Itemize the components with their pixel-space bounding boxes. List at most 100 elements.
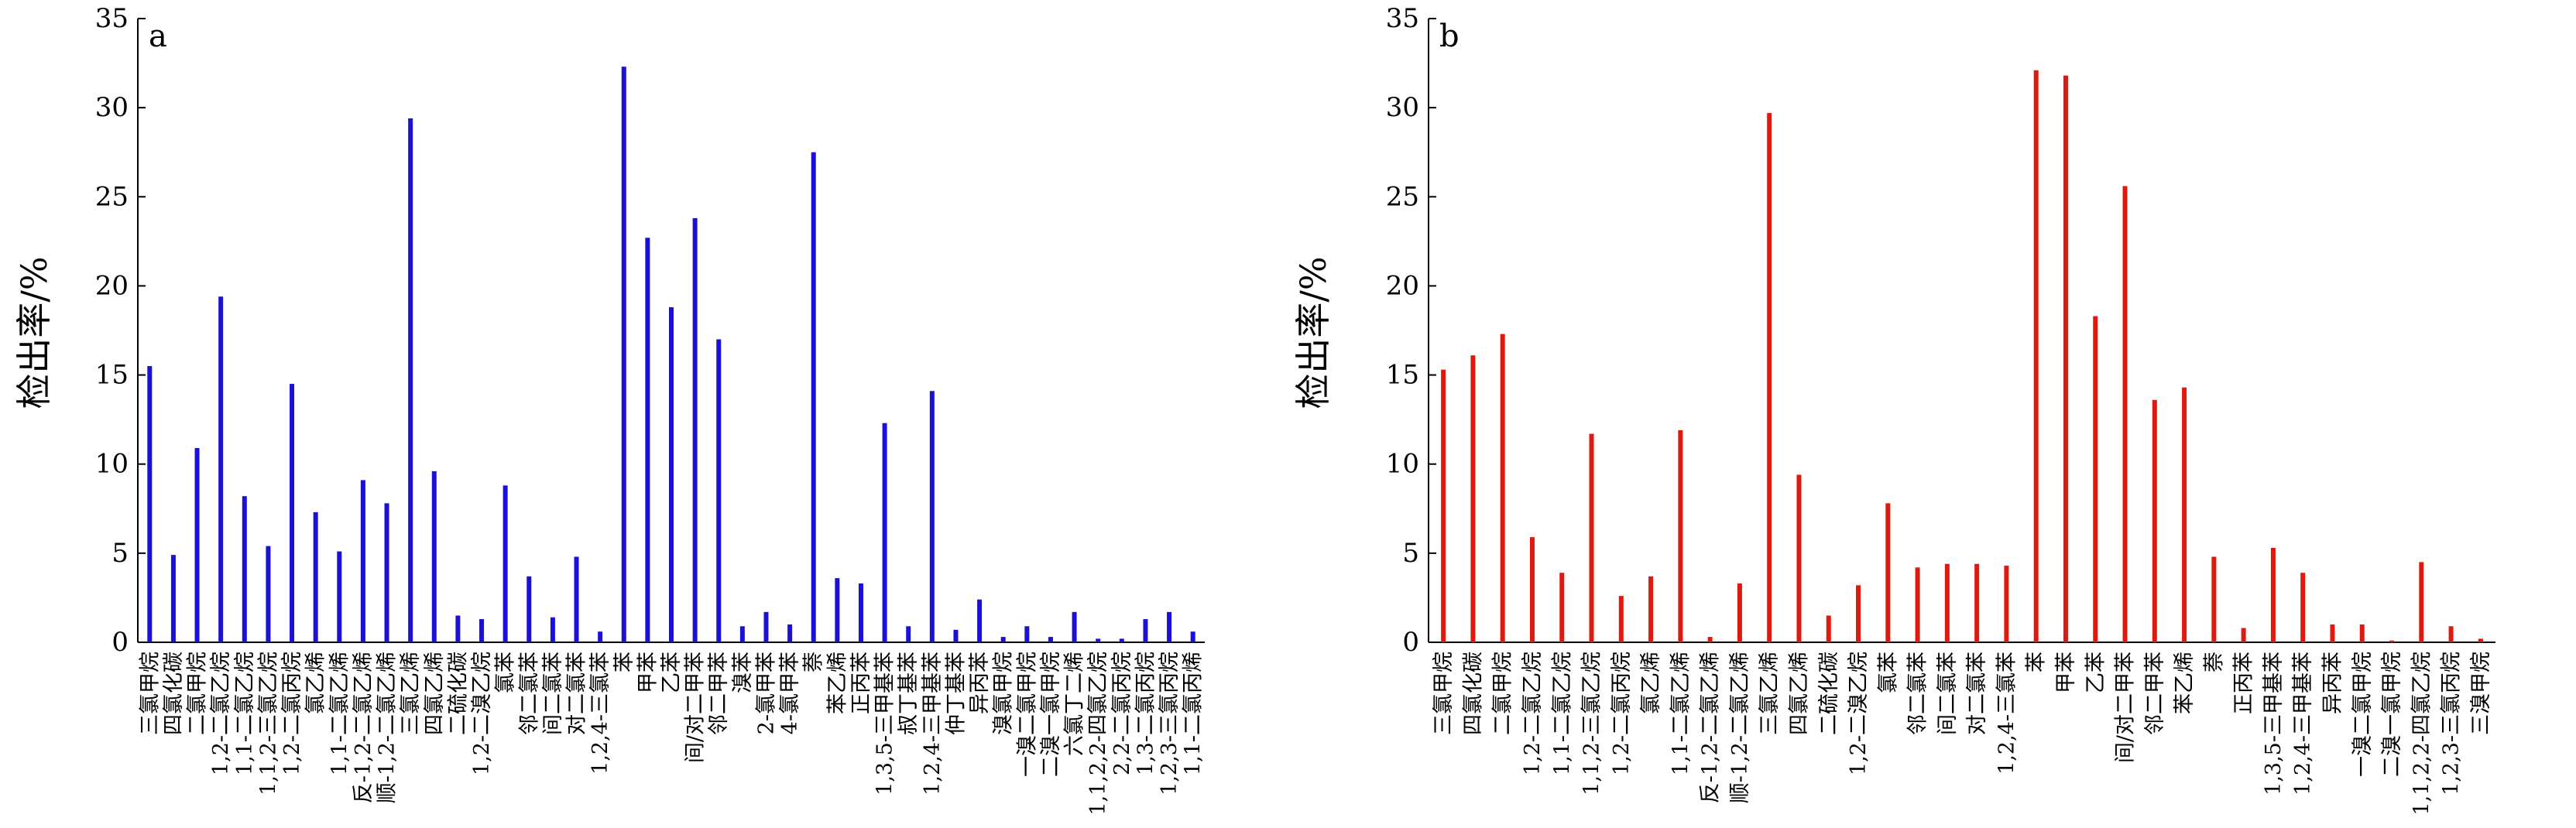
bar — [2152, 399, 2157, 642]
x-category-label: 1,2-二溴乙烷 — [1847, 652, 1871, 775]
x-category-label: 反-1,2-二氯乙烯 — [352, 652, 376, 803]
y-tick-label: 35 — [95, 3, 129, 34]
bar — [763, 611, 769, 642]
bar — [1944, 563, 1950, 642]
x-category-label: 1,1,2,2-四氯乙烷 — [2410, 652, 2434, 816]
y-tick-label: 5 — [1402, 538, 1419, 569]
bar — [1167, 611, 1172, 642]
x-category-label: 三溴甲烷 — [2469, 652, 2493, 735]
bar — [313, 512, 318, 642]
x-category-label: 异丙苯 — [968, 652, 992, 714]
y-tick-label: 10 — [1386, 449, 1419, 480]
bar — [929, 391, 935, 642]
x-category-label: 三氯甲烷 — [1432, 652, 1456, 735]
bar — [1974, 563, 1980, 642]
x-category-label: 邻二甲苯 — [2143, 652, 2167, 735]
y-tick-label: 15 — [1386, 360, 1419, 391]
x-category-label: 1,2,3-三氯丙烷 — [2440, 652, 2464, 795]
chart-panel-a: 0 5 10 15 20 25 30 35 a 检出率/% 三氯甲烷 四氯化碳 二氯甲烷 1,2-二氯乙烷… — [13, 3, 1206, 816]
bar — [1096, 638, 1101, 642]
bar — [218, 296, 224, 642]
x-category-label: 二氯甲烷 — [186, 652, 210, 735]
bar — [1885, 503, 1891, 642]
x-category-label: 1,1-二氯乙烷 — [233, 652, 257, 775]
bar — [2063, 75, 2068, 643]
x-category-label: 邻二氯苯 — [1906, 652, 1930, 735]
bar — [739, 626, 745, 642]
x-category-label: 四氯乙烯 — [423, 652, 447, 735]
x-category-label: 对二氯苯 — [565, 652, 589, 735]
x-category-label: 三氯乙烯 — [399, 652, 423, 735]
bar — [1529, 537, 1535, 642]
bar — [2004, 565, 2009, 642]
bar — [1190, 631, 1195, 642]
x-category-label: 叔丁基苯 — [897, 652, 921, 735]
bar — [835, 578, 840, 642]
bar — [882, 423, 887, 642]
bar — [811, 152, 816, 642]
bar — [194, 447, 200, 642]
bar — [1048, 637, 1053, 642]
bar — [1000, 637, 1006, 642]
y-tick-label: 0 — [111, 627, 129, 658]
bar — [337, 551, 342, 642]
x-category-label: 间/对二甲苯 — [2114, 652, 2138, 763]
x-category-label: 1,2,4-三甲基苯 — [921, 652, 945, 795]
x-category-label: 2-氯甲苯 — [754, 652, 778, 734]
bar — [1618, 596, 1624, 642]
x-category-label: 反-1,2-二氯乙烯 — [1699, 652, 1723, 803]
x-category-label: 六氯丁二烯 — [1063, 652, 1087, 756]
chart-panel-b: 0 5 10 15 20 25 30 35 b 检出率/% 三氯甲烷 四氯化碳 二氯甲烷 1,2-二氯乙烷… — [1292, 3, 2495, 816]
x-category-label: 间二氯苯 — [1936, 652, 1960, 735]
y-tick-label: 5 — [111, 538, 129, 569]
x-category-label: 苯乙烯 — [2173, 652, 2197, 714]
y-tick-label: 20 — [95, 270, 129, 301]
bar — [2359, 624, 2365, 642]
bar — [621, 67, 626, 643]
x-category-label: 溴苯 — [731, 652, 755, 693]
x-category-label: 1,1,2,2-四氯乙烷 — [1086, 652, 1110, 816]
bar — [2033, 70, 2039, 643]
x-category-label: 四氯化碳 — [1461, 652, 1485, 735]
x-category-label: 二硫化碳 — [1817, 652, 1841, 735]
x-category-label: 二氯甲烷 — [1491, 652, 1515, 735]
bar — [1500, 334, 1505, 642]
bar — [1826, 615, 1831, 642]
x-category-label: 仲丁基苯 — [944, 652, 968, 735]
x-category-label: 1,2,4-三甲基苯 — [2291, 652, 2315, 795]
x-category-label: 氯乙烯 — [304, 652, 328, 714]
x-category-label: 1,1-二氯乙烷 — [1550, 652, 1574, 775]
x-category-label: 萘 — [802, 652, 826, 672]
x-category-label: 1,2,3-三氯丙烷 — [1158, 652, 1182, 795]
x-category-label: 苯乙烯 — [825, 652, 849, 714]
bar — [1589, 433, 1594, 642]
bar — [1648, 576, 1654, 642]
bar — [1024, 626, 1030, 642]
y-tick-label: 30 — [1386, 92, 1419, 123]
bar — [2270, 547, 2276, 642]
x-category-label: 1,1-二氯丙烯 — [1182, 652, 1206, 775]
bar — [574, 556, 579, 642]
x-category-label: 乙苯 — [2084, 652, 2108, 693]
bar — [408, 118, 413, 642]
bar — [1915, 567, 1920, 642]
x-category-label: 一溴二氯甲烷 — [2351, 652, 2375, 777]
bar — [2300, 573, 2306, 642]
x-category-label: 氯苯 — [494, 652, 518, 693]
y-tick-label: 15 — [95, 360, 129, 391]
x-category-label: 1,2-二氯乙烷 — [1521, 652, 1545, 775]
x-category-label: 1,1,2-三氯乙烷 — [1580, 652, 1604, 795]
bar — [906, 626, 911, 642]
bar — [384, 503, 389, 642]
x-category-label: 1,3,5-三甲基苯 — [873, 652, 897, 795]
bar — [953, 629, 959, 642]
x-category-label: 2,2-二氯丙烷 — [1110, 652, 1134, 775]
y-tick-label: 25 — [1386, 181, 1419, 212]
x-category-label: 三氯甲烷 — [138, 652, 162, 735]
x-category-label: 苯 — [612, 652, 636, 672]
y-tick-label: 35 — [1386, 3, 1419, 34]
bar — [266, 546, 271, 642]
x-category-label: 1,1-二氯乙烯 — [328, 652, 352, 775]
bar — [1796, 474, 1802, 642]
